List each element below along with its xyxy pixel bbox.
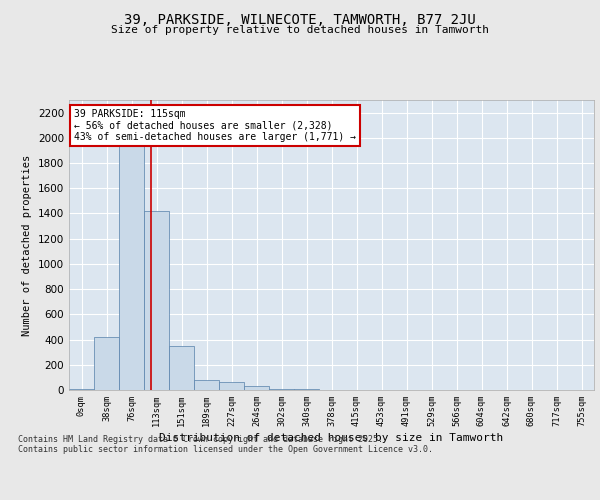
Text: 39, PARKSIDE, WILNECOTE, TAMWORTH, B77 2JU: 39, PARKSIDE, WILNECOTE, TAMWORTH, B77 2… xyxy=(124,12,476,26)
Text: 39 PARKSIDE: 115sqm
← 56% of detached houses are smaller (2,328)
43% of semi-det: 39 PARKSIDE: 115sqm ← 56% of detached ho… xyxy=(74,108,356,142)
Bar xyxy=(119,125,144,390)
Bar xyxy=(169,346,194,390)
Bar xyxy=(94,337,119,390)
Bar xyxy=(244,386,269,390)
Text: Size of property relative to detached houses in Tamworth: Size of property relative to detached ho… xyxy=(111,25,489,35)
Bar xyxy=(194,380,219,390)
Text: Contains HM Land Registry data © Crown copyright and database right 2025.
Contai: Contains HM Land Registry data © Crown c… xyxy=(18,435,433,454)
Bar xyxy=(269,388,294,390)
Bar xyxy=(219,382,244,390)
X-axis label: Distribution of detached houses by size in Tamworth: Distribution of detached houses by size … xyxy=(160,434,503,444)
Y-axis label: Number of detached properties: Number of detached properties xyxy=(22,154,32,336)
Bar xyxy=(144,211,169,390)
